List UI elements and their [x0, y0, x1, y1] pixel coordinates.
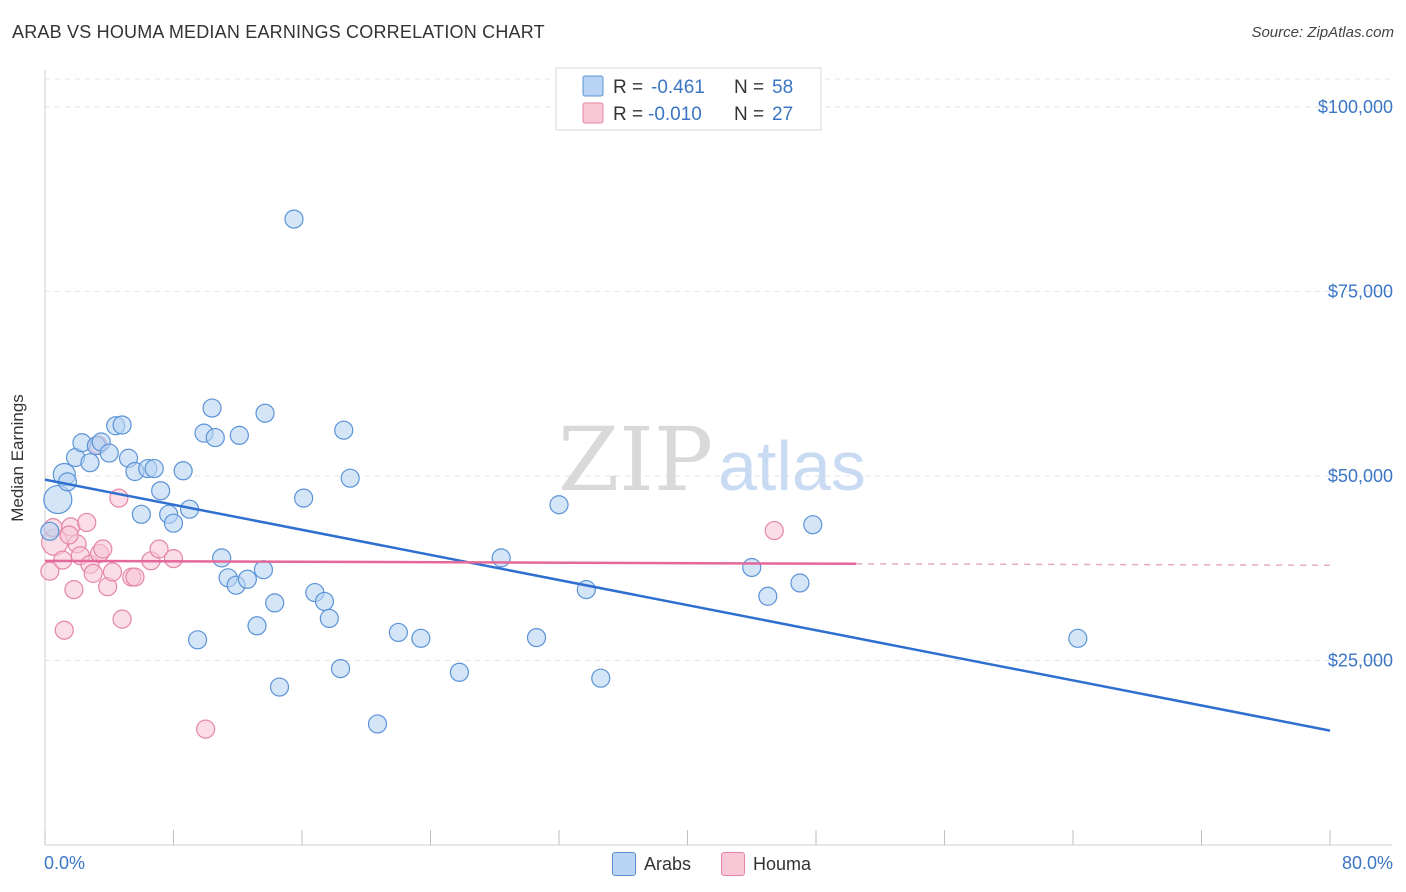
bottom-legend-item-houma: Houma — [721, 852, 811, 876]
houma-point — [54, 620, 74, 640]
houma-point — [83, 563, 103, 583]
trend-lines — [44, 478, 1331, 732]
arabs-point — [742, 557, 762, 578]
arabs-point — [99, 443, 119, 463]
arabs-point — [294, 488, 314, 508]
bottom-legend-label-arabs: Arabs — [644, 853, 692, 874]
houma-point — [59, 525, 79, 545]
x-tick-label-max: 80.0% — [1342, 853, 1393, 873]
houma-point — [149, 539, 169, 559]
arabs-point — [255, 403, 275, 423]
x-tick-label-min: 0.0% — [44, 853, 85, 873]
houma-point — [196, 719, 216, 739]
arabs-point — [591, 668, 611, 688]
arabs-point — [202, 398, 222, 418]
legend-r-value-houma: -0.010 — [648, 104, 702, 125]
arabs-point — [330, 658, 351, 679]
houma-point — [125, 567, 145, 587]
arabs-point — [367, 714, 388, 734]
arabs-point — [491, 548, 511, 568]
arabs-point — [1068, 628, 1088, 648]
arabs-point — [151, 481, 171, 501]
legend-n-value-arabs: 58 — [772, 77, 793, 98]
houma-point — [102, 562, 123, 582]
arabs-point — [314, 591, 335, 612]
arabs-point — [173, 461, 193, 481]
chart-title: ARAB VS HOUMA MEDIAN EARNINGS CORRELATIO… — [12, 22, 545, 42]
watermark-atlas: atlas — [718, 427, 866, 505]
legend-swatch-arabs — [582, 75, 604, 97]
arabs-point — [40, 521, 60, 541]
arabs-point — [388, 622, 408, 643]
arabs-point — [237, 569, 257, 589]
y-tick-label: $100,000 — [1318, 97, 1393, 117]
arabs-point — [790, 573, 810, 593]
houma-point — [40, 561, 60, 581]
arabs-point — [131, 504, 151, 524]
legend-n-label-houma: N = — [734, 104, 764, 125]
bottom-legend-item-arabs: Arabs — [612, 852, 691, 876]
houma-point — [112, 609, 132, 629]
y-tick-label: $25,000 — [1328, 650, 1393, 670]
arabs-point — [43, 484, 73, 515]
legend-n-label-arabs: N = — [734, 77, 764, 98]
arabs-point — [803, 515, 823, 535]
houma-trend-line — [44, 559, 857, 566]
bottom-legend-swatch-arabs — [612, 852, 636, 876]
arabs-point — [187, 630, 208, 650]
legend-n-value-houma: 27 — [772, 104, 793, 125]
arabs-point — [334, 420, 354, 440]
houma-point — [93, 539, 113, 559]
arabs-point — [112, 415, 132, 435]
arabs-point — [144, 458, 164, 479]
arabs-point — [449, 662, 470, 682]
legend-swatch-houma — [582, 102, 604, 124]
bottom-legend-swatch-houma — [721, 852, 746, 876]
arabs-point — [549, 495, 569, 515]
arabs-point — [212, 548, 232, 568]
arabs-point — [340, 468, 360, 488]
axes — [44, 70, 1392, 846]
houma-point — [64, 580, 84, 600]
arabs-point — [411, 628, 431, 648]
tick-labels: $25,000 $50,000 $75,000 $100,000 0.0% 80.0% — [44, 97, 1393, 873]
legend-r-label-houma: R = — [613, 104, 643, 125]
arabs-point — [284, 209, 304, 229]
arabs-point — [526, 627, 547, 648]
arabs-point — [758, 586, 778, 606]
houma-point — [163, 549, 184, 569]
arabs-point — [80, 453, 100, 473]
source-label: Source: ZipAtlas.com — [1251, 24, 1394, 41]
arabs-point — [163, 513, 184, 533]
legend-r-value-arabs: -0.461 — [651, 77, 705, 98]
arabs-point — [205, 427, 225, 448]
arabs-point — [265, 593, 285, 613]
arabs-trend-line — [44, 478, 1331, 732]
y-tick-label: $50,000 — [1328, 466, 1393, 486]
y-tick-label: $75,000 — [1328, 281, 1393, 301]
arabs-point — [319, 608, 339, 629]
arabs-point — [269, 677, 290, 697]
legend-r-label-arabs: R = — [613, 77, 643, 98]
top-legend: R = -0.461 N = 58 R = -0.010 N = 27 — [555, 67, 822, 131]
bottom-legend: Arabs Houma — [612, 852, 811, 876]
houma-point — [764, 520, 784, 541]
arabs-point — [253, 560, 274, 580]
houma-point — [77, 512, 97, 533]
arabs-point — [229, 425, 249, 445]
houma-trend-extension — [856, 563, 1331, 567]
watermark: ZIP atlas — [558, 408, 866, 511]
watermark-zip: ZIP — [558, 408, 713, 511]
arabs-point — [247, 616, 267, 636]
bottom-legend-label-houma: Houma — [753, 853, 812, 874]
